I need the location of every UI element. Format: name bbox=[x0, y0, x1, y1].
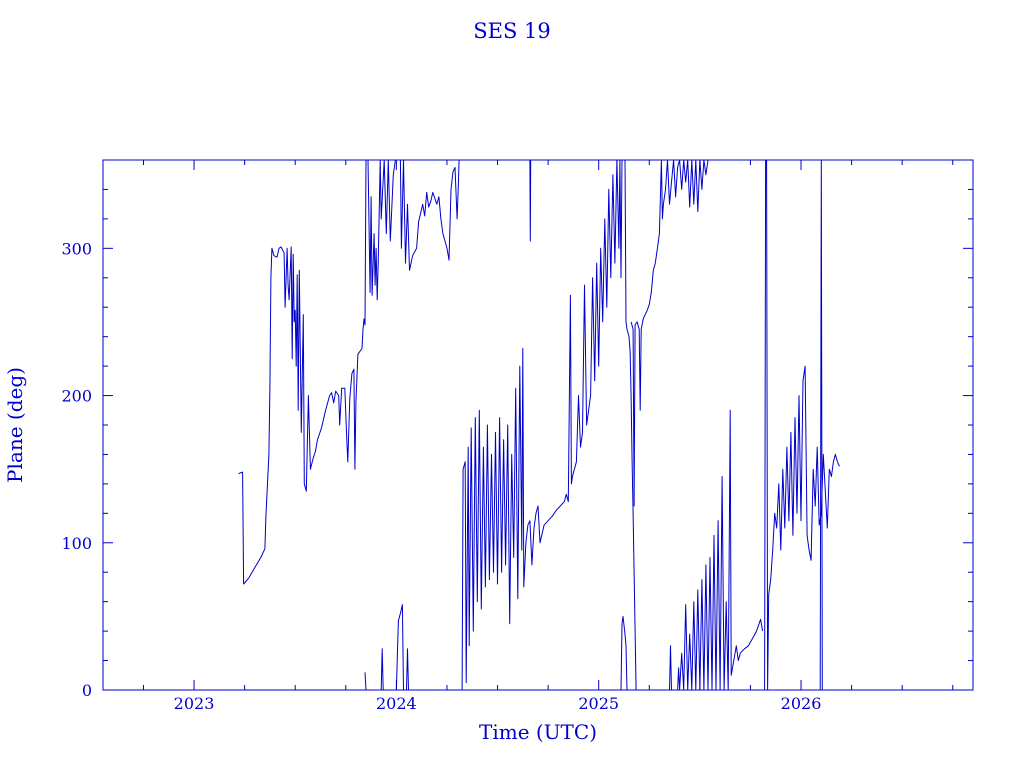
y-tick-label: 300 bbox=[61, 239, 92, 258]
y-axis-label: Plane (deg) bbox=[3, 367, 27, 483]
series-line-9 bbox=[765, 160, 840, 690]
x-tick-label: 2025 bbox=[578, 694, 619, 713]
y-tick-label: 100 bbox=[61, 534, 92, 553]
series-line-6 bbox=[621, 616, 627, 690]
series-line-1 bbox=[239, 160, 366, 584]
chart-title: SES 19 bbox=[473, 19, 551, 43]
y-tick-label: 0 bbox=[82, 681, 92, 700]
plot-frame bbox=[103, 160, 973, 690]
series-line-8 bbox=[670, 410, 763, 690]
series-line-4 bbox=[462, 160, 617, 690]
x-axis-label: Time (UTC) bbox=[479, 720, 597, 744]
data-lines bbox=[239, 160, 840, 690]
y-tick-label: 200 bbox=[61, 387, 92, 406]
x-tick-label: 2024 bbox=[376, 694, 417, 713]
series-line-7 bbox=[631, 160, 708, 506]
x-tick-label: 2026 bbox=[781, 694, 822, 713]
series-line-3 bbox=[368, 160, 459, 300]
series-line-10 bbox=[820, 160, 822, 690]
x-tick-label: 2023 bbox=[174, 694, 215, 713]
series-line-2 bbox=[365, 605, 409, 690]
axis-ticks bbox=[103, 160, 973, 690]
